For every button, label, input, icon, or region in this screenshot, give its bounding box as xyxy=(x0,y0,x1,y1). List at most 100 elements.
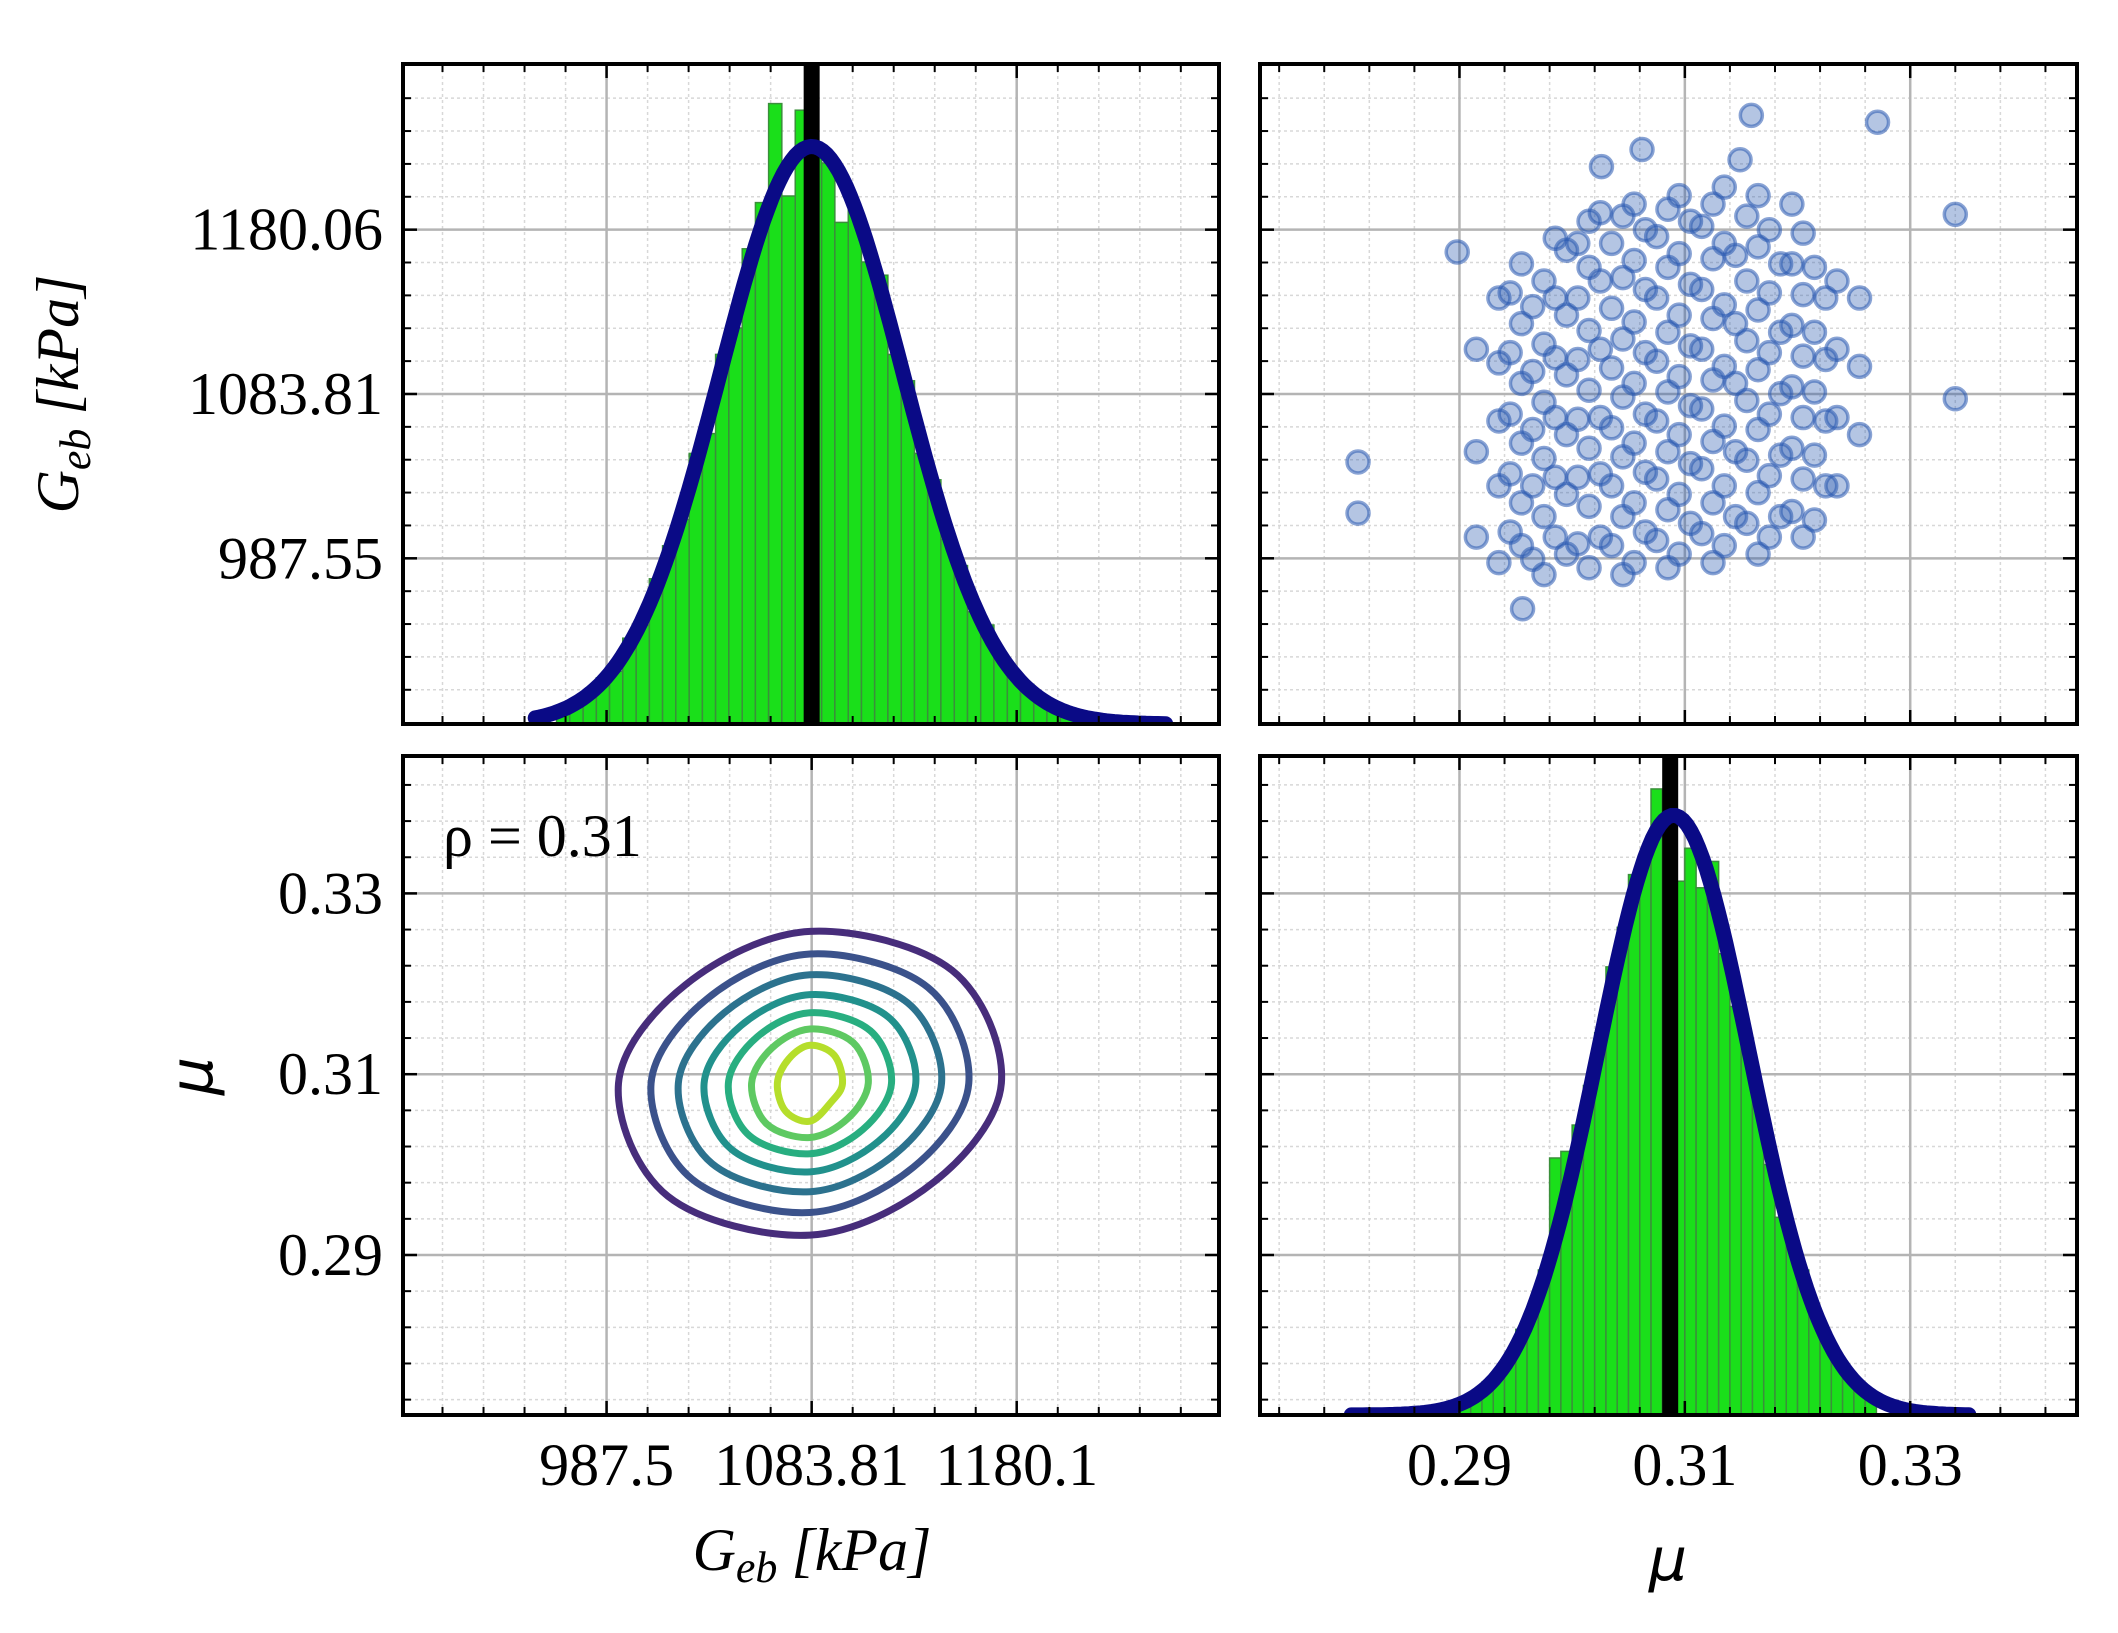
bar xyxy=(1684,847,1697,1415)
point xyxy=(1655,555,1681,581)
bar xyxy=(913,452,929,724)
point xyxy=(1790,524,1816,550)
label-subscript: eb xyxy=(51,429,100,471)
bar xyxy=(1729,1005,1742,1415)
y-tick-label: 1180.06 xyxy=(190,197,383,263)
point xyxy=(1677,271,1704,298)
point xyxy=(1576,435,1602,462)
point xyxy=(1463,336,1490,363)
bar xyxy=(847,208,863,724)
y-tick-label: 1083.81 xyxy=(188,361,383,427)
point xyxy=(1621,309,1647,335)
point xyxy=(1629,136,1655,163)
point xyxy=(1722,438,1749,465)
bar xyxy=(834,221,850,724)
point xyxy=(1621,247,1647,274)
point xyxy=(1745,182,1771,209)
point xyxy=(1677,392,1704,419)
point xyxy=(1756,339,1783,366)
point xyxy=(1745,416,1771,443)
point xyxy=(1553,481,1580,508)
point xyxy=(1846,421,1873,448)
point xyxy=(1824,268,1850,294)
point xyxy=(1519,416,1546,443)
point xyxy=(1942,201,1969,228)
point xyxy=(1655,196,1681,223)
point xyxy=(1700,549,1726,576)
point xyxy=(1711,473,1738,499)
bar xyxy=(1627,873,1641,1415)
point xyxy=(1519,473,1546,499)
point xyxy=(1632,276,1659,303)
axis-label: Geb [kPa] xyxy=(25,275,100,514)
bar xyxy=(860,261,876,724)
axis-label: μ xyxy=(1648,1525,1687,1595)
bar xyxy=(754,201,770,724)
contour-line xyxy=(614,927,1006,1239)
point xyxy=(1756,462,1783,489)
point xyxy=(1700,428,1726,455)
point xyxy=(1745,541,1771,567)
bar xyxy=(820,162,836,724)
point xyxy=(1576,317,1602,344)
point xyxy=(1655,319,1681,345)
point xyxy=(1444,239,1470,265)
label-unit: [kPa] xyxy=(25,275,91,415)
point xyxy=(1610,203,1636,229)
bar xyxy=(1706,860,1720,1415)
point xyxy=(1745,234,1771,260)
point xyxy=(1846,353,1873,380)
point xyxy=(1632,401,1659,427)
panel xyxy=(1260,64,2077,724)
point xyxy=(1587,404,1614,431)
point xyxy=(1700,367,1726,393)
label-symbol: G xyxy=(693,1517,736,1583)
bar xyxy=(887,353,903,724)
point xyxy=(1519,546,1546,573)
point xyxy=(1565,285,1591,311)
point xyxy=(1463,524,1490,550)
point xyxy=(1677,208,1704,234)
point xyxy=(1598,355,1625,381)
bar xyxy=(675,518,690,724)
point xyxy=(1790,281,1816,308)
point xyxy=(1812,408,1839,434)
point xyxy=(1531,445,1557,472)
point xyxy=(1734,203,1760,229)
frame xyxy=(401,62,1221,726)
point xyxy=(1846,285,1873,311)
point xyxy=(1767,319,1794,345)
frame xyxy=(401,754,1221,1417)
point xyxy=(1486,549,1512,576)
point xyxy=(1542,225,1568,252)
point xyxy=(1801,379,1828,405)
point xyxy=(1565,531,1591,557)
point xyxy=(1542,464,1568,491)
point xyxy=(1542,404,1568,431)
point xyxy=(1565,464,1591,491)
point xyxy=(1738,102,1765,129)
point xyxy=(1767,503,1794,530)
point xyxy=(1497,461,1523,487)
point xyxy=(1587,268,1614,294)
point xyxy=(1801,507,1828,533)
point xyxy=(1497,519,1523,545)
point xyxy=(1587,524,1614,550)
point xyxy=(1542,345,1568,371)
point xyxy=(1587,336,1614,363)
panel xyxy=(403,756,1219,1415)
frame xyxy=(1258,62,2079,726)
point xyxy=(1767,251,1794,277)
y-tick-label: 0.29 xyxy=(278,1222,383,1288)
point xyxy=(1722,310,1749,337)
point xyxy=(1598,230,1625,257)
point xyxy=(1734,268,1760,294)
contour-line xyxy=(773,1041,847,1125)
point xyxy=(1767,442,1794,468)
bar xyxy=(1774,1216,1788,1415)
contour-line xyxy=(674,971,946,1196)
point xyxy=(1345,449,1371,475)
point xyxy=(1801,319,1828,345)
point xyxy=(1790,220,1816,246)
fit-curve xyxy=(1343,808,1977,1415)
